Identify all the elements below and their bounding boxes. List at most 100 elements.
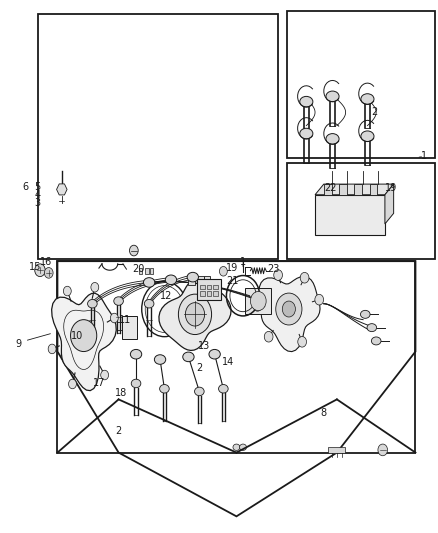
Ellipse shape: [219, 384, 228, 393]
Bar: [150, 268, 153, 274]
Bar: [207, 292, 211, 296]
Bar: [213, 285, 218, 289]
Polygon shape: [385, 184, 394, 224]
Ellipse shape: [360, 310, 370, 318]
Text: 19: 19: [385, 183, 398, 193]
Bar: [315, 195, 385, 235]
Bar: [287, 11, 435, 158]
Circle shape: [130, 245, 138, 256]
Ellipse shape: [165, 275, 177, 285]
Ellipse shape: [131, 350, 142, 359]
Bar: [354, 184, 362, 195]
Circle shape: [185, 303, 205, 326]
Ellipse shape: [145, 300, 154, 308]
Ellipse shape: [233, 444, 240, 450]
Bar: [200, 285, 205, 289]
Circle shape: [378, 444, 388, 456]
Text: 21: 21: [226, 277, 238, 286]
Text: 12: 12: [160, 290, 173, 301]
Text: 16: 16: [40, 257, 53, 267]
Ellipse shape: [209, 350, 220, 359]
Text: 17: 17: [93, 378, 105, 389]
Polygon shape: [159, 278, 231, 350]
Bar: [188, 276, 195, 285]
Text: 23: 23: [267, 264, 280, 274]
Text: 2: 2: [371, 107, 377, 117]
Bar: [145, 268, 149, 274]
Circle shape: [274, 270, 283, 280]
Text: 2: 2: [116, 426, 122, 437]
Circle shape: [110, 313, 118, 323]
Text: 8: 8: [321, 408, 327, 418]
Circle shape: [253, 301, 262, 311]
Bar: [287, 163, 435, 259]
Polygon shape: [57, 184, 67, 195]
Circle shape: [219, 266, 227, 276]
Bar: [245, 288, 272, 314]
Circle shape: [48, 344, 56, 354]
Polygon shape: [315, 184, 394, 195]
Bar: [370, 184, 378, 195]
Circle shape: [315, 294, 324, 305]
Circle shape: [69, 379, 76, 389]
Ellipse shape: [114, 297, 124, 305]
Ellipse shape: [240, 444, 247, 450]
Bar: [197, 279, 221, 300]
Text: 1: 1: [421, 151, 427, 161]
Text: 9: 9: [15, 338, 21, 349]
Text: 14: 14: [222, 357, 234, 367]
Circle shape: [283, 301, 295, 317]
Polygon shape: [52, 293, 116, 391]
Bar: [139, 268, 142, 274]
Text: 13: 13: [198, 341, 210, 351]
Bar: [339, 184, 347, 195]
Ellipse shape: [300, 128, 313, 139]
Ellipse shape: [194, 387, 204, 395]
Bar: [38, 14, 278, 259]
Text: 20: 20: [132, 264, 145, 273]
Circle shape: [71, 320, 97, 352]
Ellipse shape: [300, 96, 313, 107]
Circle shape: [276, 293, 302, 325]
Bar: [213, 292, 218, 296]
Circle shape: [300, 272, 309, 283]
Ellipse shape: [361, 94, 374, 104]
Bar: [122, 316, 138, 340]
Text: 2: 2: [196, 362, 202, 373]
Ellipse shape: [183, 352, 194, 362]
Text: 5: 5: [35, 182, 41, 192]
Bar: [200, 292, 205, 296]
Ellipse shape: [326, 134, 339, 144]
Bar: [204, 276, 210, 285]
Text: 19: 19: [226, 263, 238, 273]
Ellipse shape: [371, 337, 381, 345]
Ellipse shape: [154, 355, 166, 365]
Ellipse shape: [187, 272, 198, 282]
Text: 22: 22: [324, 183, 336, 193]
Circle shape: [264, 332, 273, 342]
Bar: [207, 285, 211, 289]
Ellipse shape: [326, 91, 339, 102]
Circle shape: [101, 370, 109, 380]
Text: 3: 3: [35, 198, 41, 208]
Bar: [324, 184, 332, 195]
Ellipse shape: [131, 379, 141, 387]
Circle shape: [298, 336, 307, 347]
Polygon shape: [259, 277, 320, 352]
Circle shape: [35, 264, 45, 277]
Circle shape: [91, 282, 99, 292]
Bar: [197, 276, 204, 285]
Text: 6: 6: [22, 182, 28, 192]
Ellipse shape: [88, 300, 97, 308]
Text: 1: 1: [240, 257, 246, 266]
Circle shape: [251, 292, 266, 311]
Text: 15: 15: [28, 262, 41, 271]
Ellipse shape: [144, 278, 155, 287]
Bar: [328, 447, 345, 453]
Text: 4: 4: [35, 190, 41, 200]
Ellipse shape: [159, 384, 169, 393]
Text: 11: 11: [119, 314, 131, 325]
Ellipse shape: [361, 131, 374, 142]
Circle shape: [44, 268, 53, 278]
Text: 18: 18: [115, 388, 127, 398]
